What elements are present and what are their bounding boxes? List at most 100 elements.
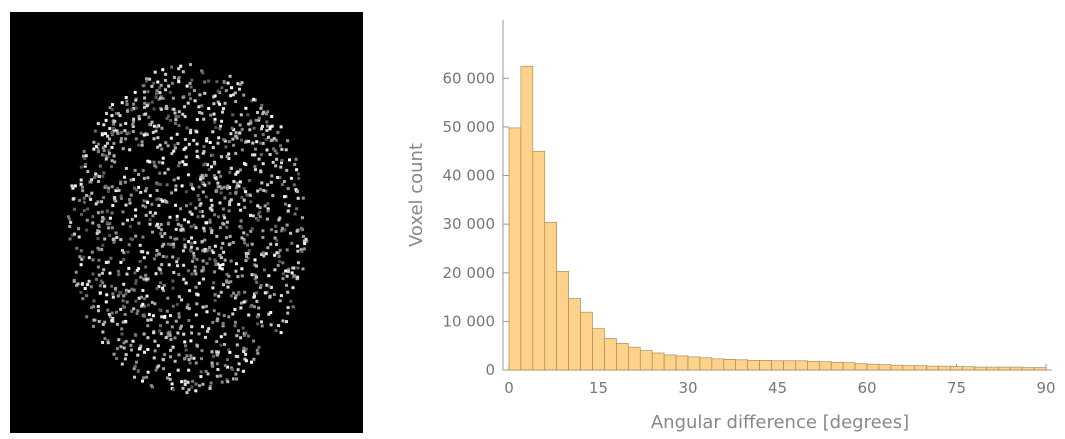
brain-pixel	[171, 280, 174, 283]
bar	[628, 347, 640, 370]
brain-pixel	[248, 179, 251, 182]
brain-pixel	[283, 180, 286, 183]
brain-pixel	[240, 139, 243, 142]
brain-pixel	[185, 190, 188, 193]
brain-pixel	[162, 97, 165, 100]
brain-pixel	[247, 314, 250, 317]
brain-pixel	[200, 357, 203, 360]
brain-pixel	[149, 211, 152, 214]
brain-pixel	[275, 329, 278, 332]
brain-pixel	[208, 258, 211, 261]
brain-pixel	[145, 376, 148, 379]
brain-pixel	[177, 273, 180, 276]
brain-pixel	[123, 347, 126, 350]
brain-pixel	[212, 251, 215, 254]
brain-pixel	[146, 295, 149, 298]
brain-pixel	[229, 280, 232, 283]
brain-pixel	[283, 195, 286, 198]
brain-pixel	[161, 127, 164, 130]
brain-pixel	[132, 130, 135, 133]
brain-pixel	[146, 201, 149, 204]
brain-pixel	[161, 200, 164, 203]
brain-pixel	[198, 384, 201, 387]
brain-pixel	[120, 140, 123, 143]
brain-pixel	[110, 285, 113, 288]
brain-pixel	[143, 91, 146, 94]
brain-pixel	[253, 153, 256, 156]
brain-pixel	[182, 264, 185, 267]
brain-pixel	[176, 303, 179, 306]
brain-pixel	[289, 300, 292, 303]
brain-pixel	[117, 338, 120, 341]
brain-pixel	[274, 237, 277, 240]
brain-pixel	[175, 260, 178, 263]
brain-pixel	[70, 184, 73, 187]
y-tick-label: 0	[485, 361, 495, 379]
brain-pixel	[196, 143, 199, 146]
brain-pixel	[163, 316, 166, 319]
brain-pixel	[157, 364, 160, 367]
brain-pixel	[102, 123, 105, 126]
brain-pixel	[164, 73, 167, 76]
brain-pixel	[134, 271, 137, 274]
brain-pixel	[182, 96, 185, 99]
brain-pixel	[228, 203, 231, 206]
brain-pixel	[210, 231, 213, 234]
brain-pixel	[90, 285, 93, 288]
brain-pixel	[153, 257, 156, 260]
brain-pixel	[142, 84, 145, 87]
brain-pixel	[68, 225, 71, 228]
brain-pixel	[69, 221, 72, 224]
brain-pixel	[150, 384, 153, 387]
y-tick-label: 10 000	[443, 312, 496, 330]
brain-pixel	[145, 187, 148, 190]
brain-pixel	[130, 179, 133, 182]
brain-pixel	[127, 267, 130, 270]
brain-pixel	[91, 222, 94, 225]
brain-pixel	[95, 278, 98, 281]
brain-pixel	[176, 133, 179, 136]
brain-pixel	[142, 204, 145, 207]
brain-pixel	[227, 275, 230, 278]
x-tick-label: 90	[1036, 379, 1055, 397]
brain-pixel	[182, 70, 185, 73]
brain-pixel	[180, 298, 183, 301]
brain-pixel	[218, 127, 221, 130]
brain-pixel	[124, 137, 127, 140]
brain-pixel	[219, 175, 222, 178]
brain-pixel	[163, 172, 166, 175]
brain-pixel	[195, 130, 198, 133]
bar	[903, 366, 915, 370]
bar	[748, 360, 760, 370]
brain-pixel	[188, 289, 191, 292]
brain-pixel	[204, 250, 207, 253]
brain-pixel	[176, 332, 179, 335]
brain-pixel	[211, 350, 214, 353]
brain-pixel	[110, 131, 113, 134]
brain-pixel	[108, 138, 111, 141]
brain-pixel	[282, 272, 285, 275]
brain-pixel	[217, 142, 220, 145]
brain-pixel	[206, 262, 209, 265]
brain-pixel	[201, 181, 204, 184]
brain-pixel	[191, 260, 194, 263]
brain-pixel	[274, 164, 277, 167]
brain-pixel	[169, 119, 172, 122]
brain-pixel	[265, 129, 268, 132]
brain-pixel	[189, 362, 192, 365]
brain-pixel	[116, 132, 119, 135]
brain-pixel	[160, 332, 163, 335]
brain-pixel	[194, 99, 197, 102]
brain-pixel	[219, 201, 222, 204]
brain-pixel	[81, 189, 84, 192]
brain-pixel	[191, 273, 194, 276]
brain-pixel	[208, 168, 211, 171]
brain-pixel	[161, 245, 164, 248]
brain-pixel	[80, 166, 83, 169]
brain-pixel	[249, 194, 252, 197]
brain-pixel	[77, 227, 80, 230]
brain-pixel	[275, 251, 278, 254]
brain-pixel	[108, 152, 111, 155]
brain-pixel	[177, 177, 180, 180]
brain-pixel	[92, 273, 95, 276]
